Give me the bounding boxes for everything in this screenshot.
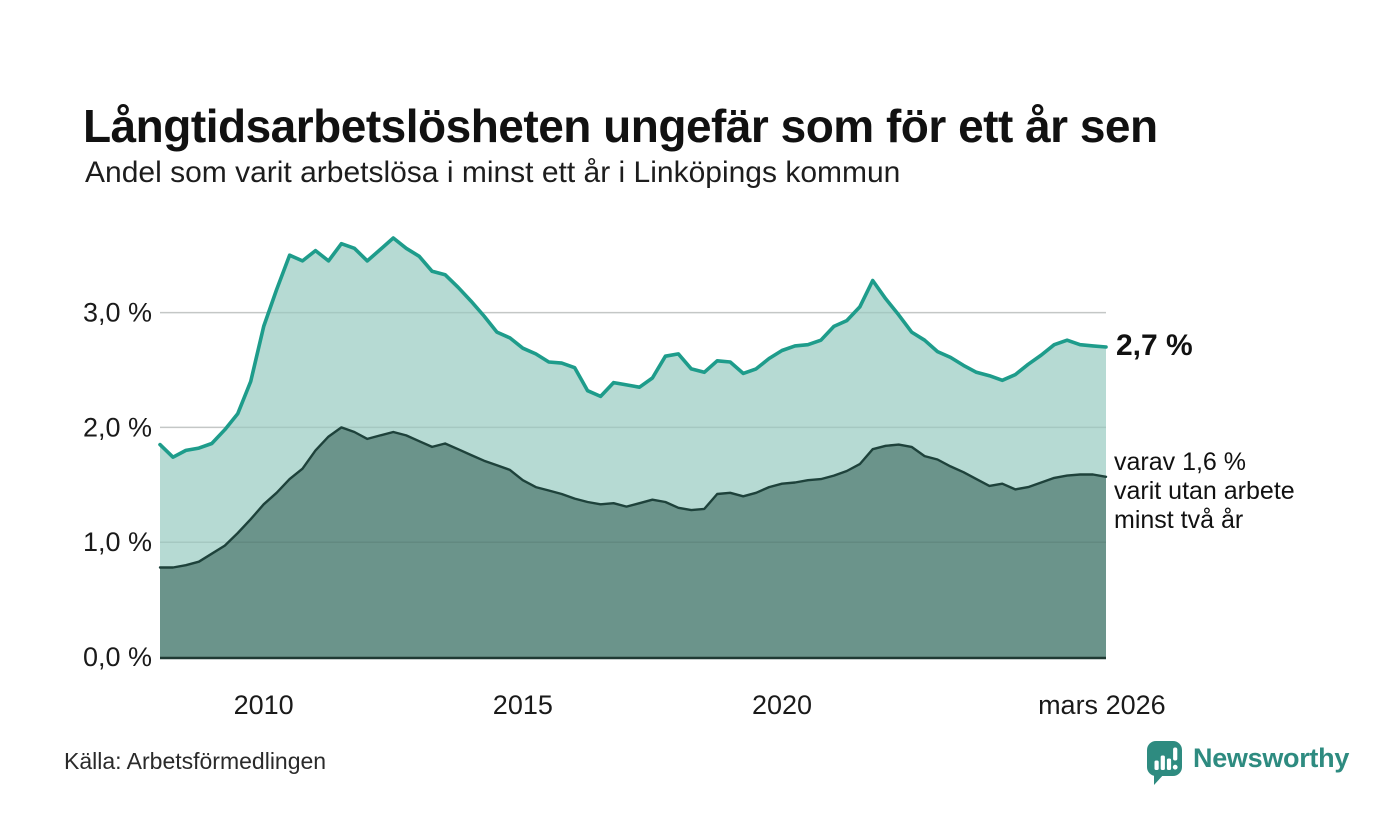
- page-subtitle: Andel som varit arbetslösa i minst ett å…: [85, 156, 901, 189]
- area-fill-series-1: [160, 427, 1106, 657]
- brand-name: Newsworthy: [1193, 743, 1350, 773]
- subset-annotation-line3: minst två år: [1114, 506, 1244, 534]
- x-tick-label-2020: 2020: [752, 690, 812, 720]
- latest-total-annotation: 2,7 %: [1116, 329, 1193, 362]
- x-tick-label-mars-2026: mars 2026: [1038, 690, 1166, 720]
- x-tick-label-2015: 2015: [493, 690, 553, 720]
- subset-annotation: varav 1,6 % varit utan arbete minst två …: [1114, 448, 1295, 535]
- page-title: Långtidsarbetslösheten ungefär som för e…: [83, 99, 1158, 152]
- subset-annotation-line2: varit utan arbete: [1114, 477, 1295, 505]
- bar-chart-speech-bubble-icon: [1147, 741, 1182, 785]
- y-tick-label-2: 2,0 %: [83, 412, 152, 442]
- subset-annotation-line1: varav 1,6 %: [1114, 448, 1247, 476]
- x-tick-label-2010: 2010: [234, 690, 294, 720]
- brand-lockup: Newsworthy: [1146, 740, 1349, 786]
- y-tick-label-1: 1,0 %: [83, 527, 152, 557]
- line-series-0: [158, 236, 1108, 459]
- source-label: Källa: Arbetsförmedlingen: [64, 748, 327, 774]
- line-series-1: [158, 426, 1108, 569]
- y-tick-label-3: 3,0 %: [83, 298, 152, 328]
- y-tick-label-0: 0,0 %: [83, 642, 152, 672]
